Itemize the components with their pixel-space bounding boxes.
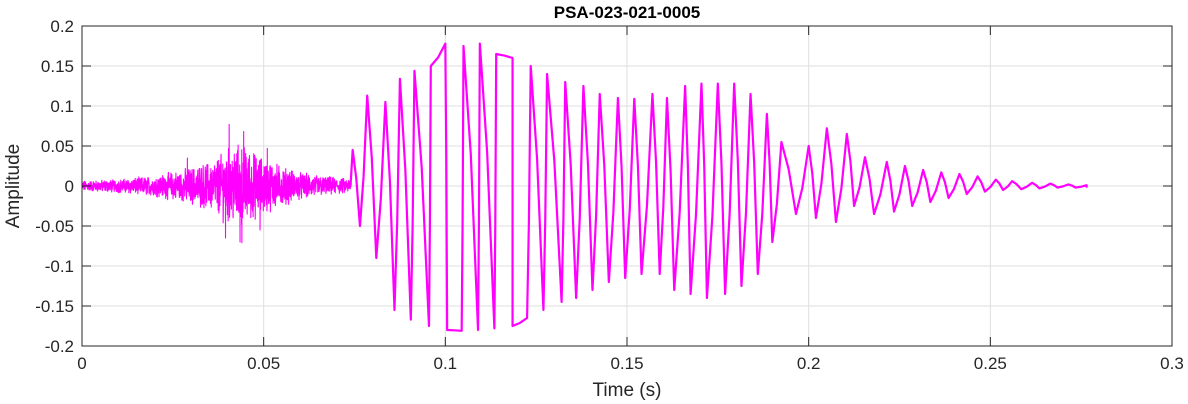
chart-title: PSA-023-021-0005: [554, 3, 700, 22]
series-layer: [81, 42, 1088, 332]
x-tick-label: 0.05: [247, 354, 280, 373]
y-axis-label: Amplitude: [3, 144, 24, 229]
y-tick-label: 0.2: [50, 17, 74, 36]
axis-ticks: [81, 25, 1173, 347]
y-tick-label: 0: [65, 177, 74, 196]
waveform-voiced-segment: [349, 42, 1088, 332]
x-tick-label: 0.1: [434, 354, 458, 373]
y-tick-label: 0.1: [50, 97, 74, 116]
y-tick-label: -0.15: [35, 297, 74, 316]
y-tick-label: -0.1: [45, 257, 74, 276]
x-tick-label: 0.15: [610, 354, 643, 373]
x-tick-label: 0.3: [1160, 354, 1184, 373]
y-tick-label: -0.05: [35, 217, 74, 236]
x-tick-labels: 0 0.05 0.1 0.15 0.2 0.25 0.3: [77, 354, 1184, 373]
y-tick-label: 0.15: [41, 57, 74, 76]
y-tick-labels: 0.2 0.15 0.1 0.05 0 -0.05 -0.1 -0.15 -0.2: [35, 17, 74, 356]
y-tick-label: -0.2: [45, 337, 74, 356]
waveform-noise-segment: [81, 123, 352, 244]
x-tick-label: 0: [77, 354, 86, 373]
x-tick-label: 0.2: [797, 354, 821, 373]
y-tick-label: 0.05: [41, 137, 74, 156]
x-tick-label: 0.25: [974, 354, 1007, 373]
x-axis-label: Time (s): [593, 380, 662, 401]
